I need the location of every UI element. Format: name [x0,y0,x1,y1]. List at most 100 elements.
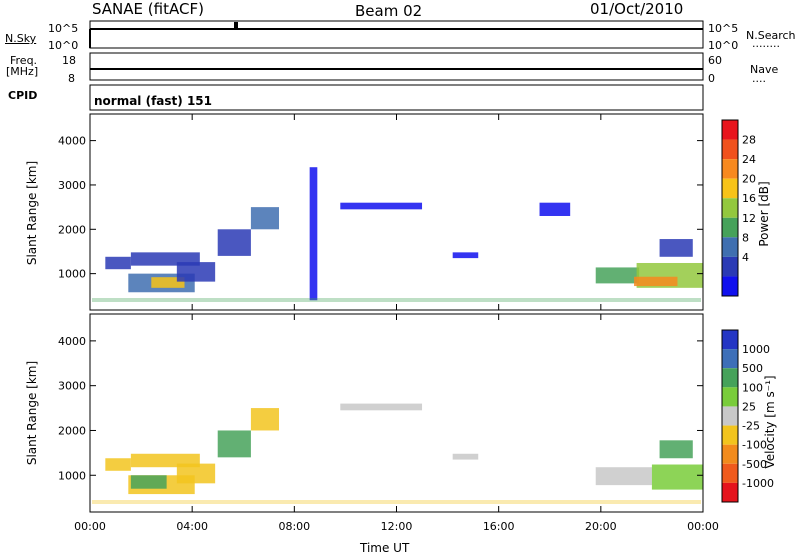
power-data-region [634,276,678,287]
x-tick-label: 16:00 [483,520,515,533]
velocity-colorbar-segment [722,387,738,407]
power-colorbar-segment [722,276,738,296]
nsky-noise-spike [234,22,238,29]
velocity-colorbar-segment [722,463,738,483]
velocity-colorbar-tick-label: -1000 [742,477,774,490]
power-colorbar-tick-label: 12 [742,212,756,225]
power-colorbar-frame [721,119,739,297]
x-tick-label: 12:00 [381,520,413,533]
velocity-colorbar-tick-label: 500 [742,362,763,375]
velocity-colorbar-segment [722,425,738,445]
velocity-data-region [130,475,167,489]
power-colorbar-segment [722,217,738,238]
velocity-colorbar-tick-label: -500 [742,458,767,471]
velocity-ground-scatter [92,500,701,504]
power-colorbar-segment [722,120,738,140]
power-scale-top-right: 10^5 [708,22,739,35]
nave-key: .... [752,72,766,85]
freq-label: Freq. [10,54,38,67]
velocity-colorbar-segment [722,444,738,464]
nsearch-key: ........ [752,37,780,50]
velocity-colorbar-tick-label: 100 [742,381,763,394]
velocity-data-region [105,458,131,471]
cpid-panel-frame [89,84,704,111]
power-colorbar-segment [722,178,738,199]
velocity-colorbar-segment [722,406,738,426]
velocity-ytick-label: 3000 [58,380,86,393]
x-tick-label: 08:00 [278,520,310,533]
power-colorbar-segment [722,139,738,160]
date-title: 01/Oct/2010 [590,0,684,18]
x-axis-label: Time UT [360,541,410,555]
power-scale-top-left: 10^5 [48,22,79,35]
cpid-value: normal (fast) 151 [94,94,212,108]
velocity-data-region [340,403,423,411]
freq-panel-frame [89,52,704,81]
power-ytick-label: 4000 [58,135,86,148]
power-colorbar-tick-label: 4 [742,251,749,264]
nsearch-label: N.Search [746,29,796,42]
velocity-colorbar-tick-label: 1000 [742,343,770,356]
power-data-region [659,239,693,257]
power-scale-bottom-left: 10^0 [48,39,79,52]
power-data-region [539,202,571,216]
velocity-data-region [651,464,703,490]
velocity-ytick-label: 2000 [58,424,86,437]
velocity-colorbar-segment [722,349,738,369]
cpid-label: CPID [8,89,38,102]
velocity-data-region [217,430,251,458]
velocity-data-region [595,467,652,486]
velocity-colorbar-tick-label: -25 [742,420,760,433]
nave-label: Nave [750,63,779,76]
power-data-region [595,267,640,284]
power-colorbar-segment [722,256,738,277]
velocity-colorbar-tick-label: 25 [742,400,756,413]
freq-unit: [MHz] [6,65,39,78]
nsky-panel-frame [89,20,704,49]
power-scale-bottom-right: 10^0 [708,39,739,52]
power-data-region [309,167,318,301]
power-data-region [176,262,216,282]
station-title: SANAE (fitACF) [92,0,204,18]
power-data-region [452,252,479,259]
nave-top: 60 [708,54,722,67]
x-tick-label: 00:00 [687,520,719,533]
power-colorbar-segment [722,237,738,257]
power-colorbar-tick-label: 28 [742,134,756,147]
power-data-region [151,277,185,288]
velocity-colorbar-segment [722,330,738,350]
x-tick-label: 00:00 [74,520,106,533]
velocity-colorbar-frame [721,329,739,503]
velocity-data-region [176,463,216,484]
power-ground-scatter [92,298,701,302]
freq-bottom: 8 [68,72,75,85]
velocity-ytick-label: 1000 [58,469,86,482]
velocity-data-region [452,453,479,460]
power-colorbar-segment [722,159,738,179]
power-colorbar-tick-label: 24 [742,153,756,166]
power-data-region [105,256,131,270]
nsky-label: N.Sky [5,32,37,45]
power-ytick-label: 1000 [58,268,86,281]
power-ytick-label: 2000 [58,223,86,236]
power-ytick-label: 3000 [58,179,86,192]
power-data-region [340,202,423,210]
x-tick-label: 04:00 [176,520,208,533]
power-data-region [250,207,280,230]
velocity-data-region [250,408,280,431]
velocity-colorbar-segment [722,482,738,502]
velocity-colorbar-segment [722,368,738,388]
power-colorbar-tick-label: 20 [742,173,756,186]
power-colorbar-segment [722,198,738,218]
x-tick-label: 20:00 [585,520,617,533]
velocity-colorbar-tick-label: -100 [742,439,767,452]
power-colorbar-tick-label: 16 [742,192,756,205]
freq-top: 18 [62,54,76,67]
velocity-data-region [659,440,693,459]
power-colorbar-tick-label: 8 [742,231,749,244]
power-data-region [217,229,251,256]
nave-bottom: 0 [708,72,715,85]
velocity-ytick-label: 4000 [58,335,86,348]
beam-title: Beam 02 [355,2,423,20]
